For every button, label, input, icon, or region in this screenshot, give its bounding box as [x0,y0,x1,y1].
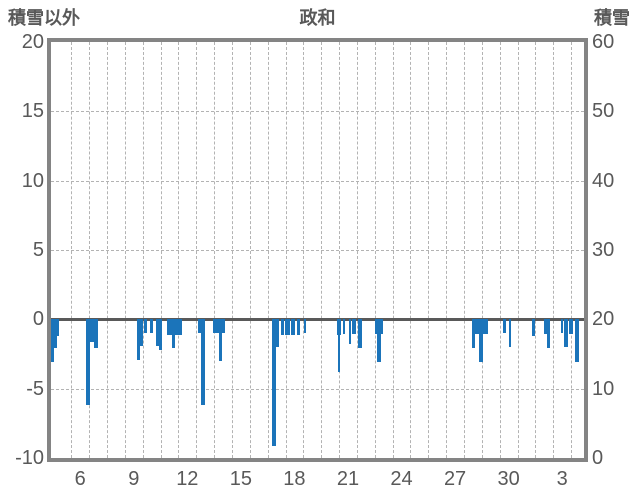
right-axis-tick-label: 20 [592,308,615,331]
bar [143,319,147,334]
bar [337,319,340,373]
zero-line [51,317,584,321]
bar [213,319,225,334]
x-axis-tick-label: 30 [497,468,520,490]
bar [219,319,222,361]
horizontal-gridline [51,388,584,390]
bar [479,319,483,362]
bar [171,319,175,348]
horizontal-gridline [51,250,584,251]
bar [532,319,535,336]
bar [358,319,362,349]
bar [140,319,143,347]
bar [472,319,475,348]
bar [271,319,276,446]
x-axis-tick-label: 12 [176,468,199,490]
bar [137,319,140,360]
bar [291,319,296,335]
bar [57,319,59,336]
x-axis-tick-label: 6 [74,468,86,490]
bar [158,319,162,350]
left-axis-tick-label: 5 [32,239,44,261]
bar [352,319,356,334]
right-axis-title: 積雪 [594,8,630,28]
bar [503,319,506,334]
right-axis-tick-label: 60 [592,31,615,53]
bar [561,319,563,334]
bar [86,319,90,406]
x-axis-tick-label: 3 [556,468,568,490]
bar [342,319,345,334]
bar [54,319,57,349]
left-axis-tick-label: -5 [26,377,44,400]
bar [547,319,550,348]
right-axis-tick-label: 0 [592,447,604,469]
bar [93,319,98,349]
bar [304,319,307,334]
bar [285,319,290,335]
bar [276,319,279,348]
bar [575,319,579,362]
plot-area [47,38,588,462]
bar [90,319,94,342]
bar [376,319,381,362]
bar [569,319,573,334]
horizontal-gridline [51,111,584,113]
horizontal-gridline [51,180,584,182]
bar [201,319,205,406]
right-axis-tick-label: 50 [592,100,615,123]
bar [51,319,54,363]
left-axis-tick-label: -10 [15,447,44,469]
left-axis-title: 積雪以外 [8,8,80,28]
bar [149,319,153,334]
bar [348,319,351,345]
x-axis-tick-label: 9 [128,468,140,490]
x-axis-tick-label: 18 [283,468,306,490]
right-axis-tick-label: 10 [592,377,615,400]
bar [281,319,284,335]
left-axis-tick-label: 0 [32,308,44,331]
right-axis-tick-label: 40 [592,169,615,192]
left-axis-tick-label: 10 [21,169,44,192]
x-axis-tick-label: 15 [229,468,252,490]
chart-title: 政和 [299,8,336,28]
bar [155,319,159,346]
bar [197,319,201,334]
bar [297,319,300,335]
left-axis-tick-label: 15 [21,100,44,123]
x-axis-tick-label: 21 [336,468,360,490]
x-axis-tick-label: 27 [443,468,467,490]
bar [508,319,512,348]
x-axis-tick-label: 24 [390,468,413,490]
right-axis-tick-label: 30 [592,239,615,261]
left-axis-tick-label: 20 [21,31,44,53]
bar [564,319,568,348]
